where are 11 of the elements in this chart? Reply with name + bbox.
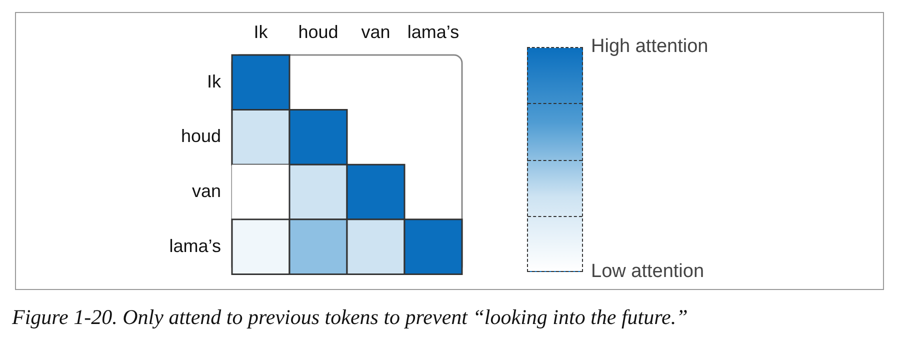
y-tick-label: houd <box>180 126 221 146</box>
y-tick-label: van <box>192 180 221 201</box>
y-tick-label: lama’s <box>169 236 221 256</box>
y-tick-label: Ik <box>206 71 222 92</box>
x-tick-label: houd <box>298 22 338 42</box>
color-bar-label: Low attention <box>591 261 704 283</box>
x-tick-label: van <box>361 22 390 42</box>
color-bar-label: High attention <box>591 36 708 58</box>
x-tick-label: lama’s <box>407 22 460 42</box>
caption: Figure 1-20. Only attend to previous tokens to prevent “looking into the future.” <box>12 305 688 330</box>
x-tick-label: Ik <box>254 22 269 42</box>
